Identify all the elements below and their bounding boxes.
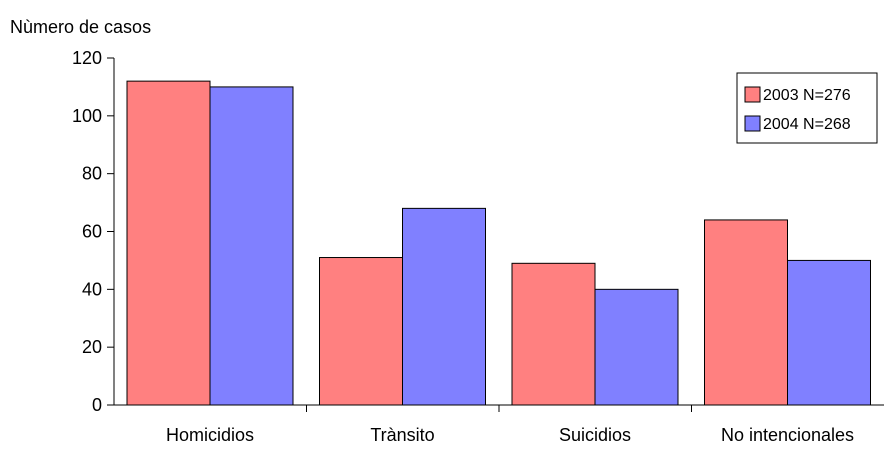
legend: 2003 N=276 2004 N=268 (736, 72, 878, 144)
x-tick-label: Trànsito (370, 425, 434, 445)
x-tick-label: No intencionales (721, 425, 854, 445)
y-tick-label: 100 (72, 106, 102, 126)
bar-series1 (511, 262, 596, 406)
y-tick-label: 40 (82, 279, 102, 299)
bar-series2 (402, 207, 486, 406)
y-tick-label: 80 (82, 164, 102, 184)
y-axis-label: Nùmero de casos (10, 17, 151, 37)
legend-label: 2003 N=276 (763, 87, 851, 104)
bar-series1 (704, 219, 788, 406)
bar-series1 (319, 257, 403, 406)
legend-swatch (744, 115, 761, 132)
bar-series2 (787, 259, 871, 406)
y-tick-label: 0 (92, 395, 102, 415)
y-ticks: 0 20 40 60 80 100 120 (72, 48, 114, 415)
y-tick-label: 20 (82, 337, 102, 357)
x-tick-label: Suicidios (559, 425, 631, 445)
bars-layer (126, 80, 871, 406)
x-tick-labels: Homicidios Trànsito Suicidios No intenciona… (166, 405, 854, 445)
y-tick-label: 60 (82, 222, 102, 242)
legend-swatch (744, 86, 761, 103)
legend-label: 2004 N=268 (763, 116, 851, 133)
bar-series2 (594, 288, 679, 406)
bar-series1 (126, 80, 211, 406)
y-tick-label: 120 (72, 48, 102, 68)
bar-series2 (209, 86, 294, 406)
x-tick-label: Homicidios (166, 425, 254, 445)
